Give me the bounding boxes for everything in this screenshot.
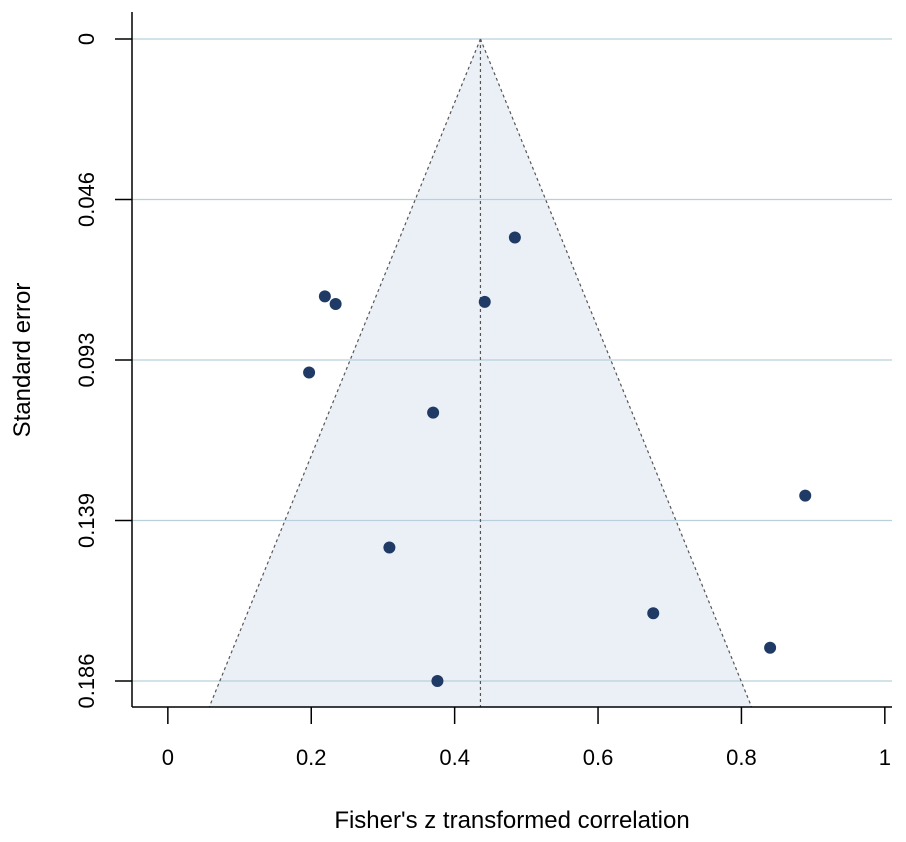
y-tick-label-0: 0: [74, 33, 99, 45]
data-point-8: [647, 607, 660, 620]
data-point-2: [329, 297, 342, 310]
data-point-0: [508, 231, 521, 244]
data-point-4: [303, 366, 316, 379]
gridlines: [132, 38, 892, 682]
x-axis-title: Fisher's z transformed correlation: [334, 807, 689, 834]
funnel-left-boundary: [208, 38, 482, 707]
y-tick-label-2: 0.093: [74, 332, 99, 387]
y-axis-ticks: 0 0.046 0.093 0.139 0.186: [74, 33, 132, 709]
data-point-10: [431, 675, 444, 687]
data-point-9: [764, 641, 777, 654]
y-axis-title: Standard error: [9, 283, 36, 438]
data-point-6: [799, 489, 812, 502]
y-tick-label-1: 0.046: [74, 172, 99, 227]
y-tick-label-4: 0.186: [74, 653, 99, 708]
x-tick-label-5: 1: [879, 745, 891, 770]
plot-area: [132, 38, 892, 707]
x-tick-label-3: 0.6: [583, 745, 614, 770]
y-tick-label-3: 0.139: [74, 493, 99, 548]
x-tick-label-2: 0.4: [439, 745, 470, 770]
data-point-7: [383, 541, 396, 554]
funnel-region: [209, 39, 752, 707]
data-point-1: [318, 290, 331, 303]
x-axis-ticks: 0 0.2 0.4 0.6 0.8 1: [162, 707, 891, 770]
funnel-right-boundary: [479, 38, 753, 707]
data-point-3: [478, 295, 491, 308]
x-tick-label-1: 0.2: [296, 745, 327, 770]
x-tick-label-4: 0.8: [726, 745, 757, 770]
x-tick-label-0: 0: [162, 745, 174, 770]
data-points: [303, 231, 812, 687]
data-point-5: [427, 406, 440, 419]
